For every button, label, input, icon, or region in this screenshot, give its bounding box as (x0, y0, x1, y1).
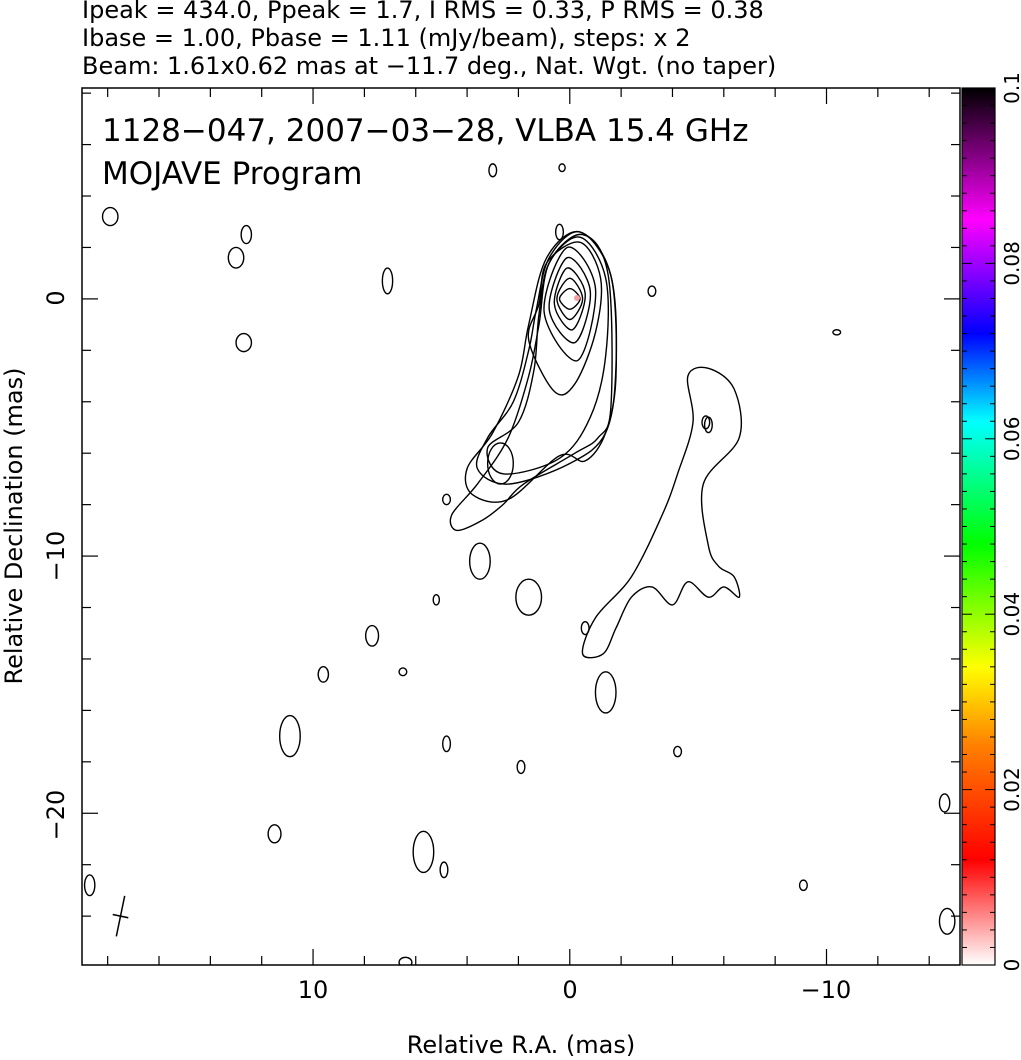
noise-contour (580, 620, 590, 636)
noise-contour (381, 267, 394, 295)
noise-contour (278, 714, 301, 758)
colorbar-tick-label: 0.06 (1000, 417, 1021, 462)
noise-contour (412, 830, 435, 874)
core-contour (558, 287, 581, 310)
contour-layer (83, 163, 1011, 965)
colorbar-tick-labels: 0 0.02 0.04 0.06 0.08 0.1 (1000, 72, 1021, 971)
header-line-3: Beam: 1.61x0.62 mas at −11.7 deg., Nat. … (82, 52, 776, 80)
core-contour (553, 267, 586, 331)
plume-contour (581, 366, 743, 659)
noise-contour (516, 759, 526, 775)
axis-ticks (82, 88, 960, 965)
y-tick-labels: 0 −10 −20 (42, 290, 70, 840)
y-tick-label: −10 (42, 531, 70, 582)
noise-contour (703, 416, 713, 434)
core-contour (548, 256, 592, 344)
x-tick-labels: 10 0 −10 (298, 976, 852, 1004)
noise-contour (673, 745, 683, 758)
noise-contour (235, 332, 253, 353)
noise-contour (938, 793, 951, 813)
beam-marker (112, 895, 129, 937)
noise-contour (647, 285, 657, 298)
colorbar-tick-label: 0.08 (1000, 241, 1021, 286)
x-axis-label: Relative R.A. (mas) (407, 1031, 635, 1059)
noise-contour (488, 163, 498, 178)
colorbar-tick-label: 0.02 (1000, 767, 1021, 812)
x-tick-label: 0 (562, 976, 577, 1004)
noise-contour (227, 246, 245, 269)
noise-contour (1001, 636, 1011, 651)
chart-subtitle: MOJAVE Program (102, 156, 362, 192)
colorbar-tick-label: 0 (1000, 959, 1021, 972)
noise-contour (798, 879, 808, 892)
noise-contour (83, 874, 96, 897)
colorbar-tick-label: 0.04 (1000, 592, 1021, 637)
noise-contour (594, 671, 617, 714)
noise-contour (101, 206, 119, 227)
noise-contour (554, 223, 565, 241)
noise-contour (468, 542, 491, 580)
beam-minor-axis (112, 913, 129, 919)
x-tick-label: −10 (801, 976, 852, 1004)
noise-contour (364, 624, 380, 647)
jet-contour (449, 233, 613, 532)
noise-contour (486, 442, 514, 485)
header-line-2: Ibase = 1.00, Pbase = 1.11 (mJy/beam), s… (82, 24, 691, 52)
noise-contour (398, 667, 408, 677)
noise-contour (441, 493, 452, 506)
header-line-1: Ipeak = 434.0, Ppeak = 1.7, I RMS = 0.33… (82, 0, 764, 24)
noise-contour (832, 329, 842, 336)
noise-contour (398, 956, 413, 965)
noise-contour (439, 861, 449, 879)
noise-contour (432, 593, 441, 606)
colorbar-tick-label: 0.1 (1000, 72, 1021, 104)
noise-contour (317, 665, 330, 683)
core-contour (556, 277, 584, 321)
noise-contour (515, 578, 543, 616)
colorbar-ticks (962, 87, 995, 966)
noise-contour (267, 824, 282, 844)
noise-contour (558, 163, 566, 173)
peak-marker (574, 295, 580, 301)
y-axis-label: Relative Declination (mas) (0, 367, 28, 684)
noise-contour (938, 907, 956, 935)
jet-contour (486, 236, 610, 475)
y-tick-label: 0 (42, 290, 70, 305)
noise-contour (701, 415, 711, 430)
noise-contour (441, 735, 452, 753)
core-contour (543, 246, 597, 362)
plot-frame (81, 87, 961, 966)
jet-contour (527, 241, 603, 396)
noise-contour (240, 224, 253, 245)
chart-title: 1128−047, 2007−03−28, VLBA 15.4 GHz (102, 113, 748, 149)
y-tick-label: −20 (42, 790, 70, 841)
jet-contour (464, 230, 618, 503)
colorbar (961, 87, 996, 966)
x-tick-label: 10 (298, 976, 329, 1004)
